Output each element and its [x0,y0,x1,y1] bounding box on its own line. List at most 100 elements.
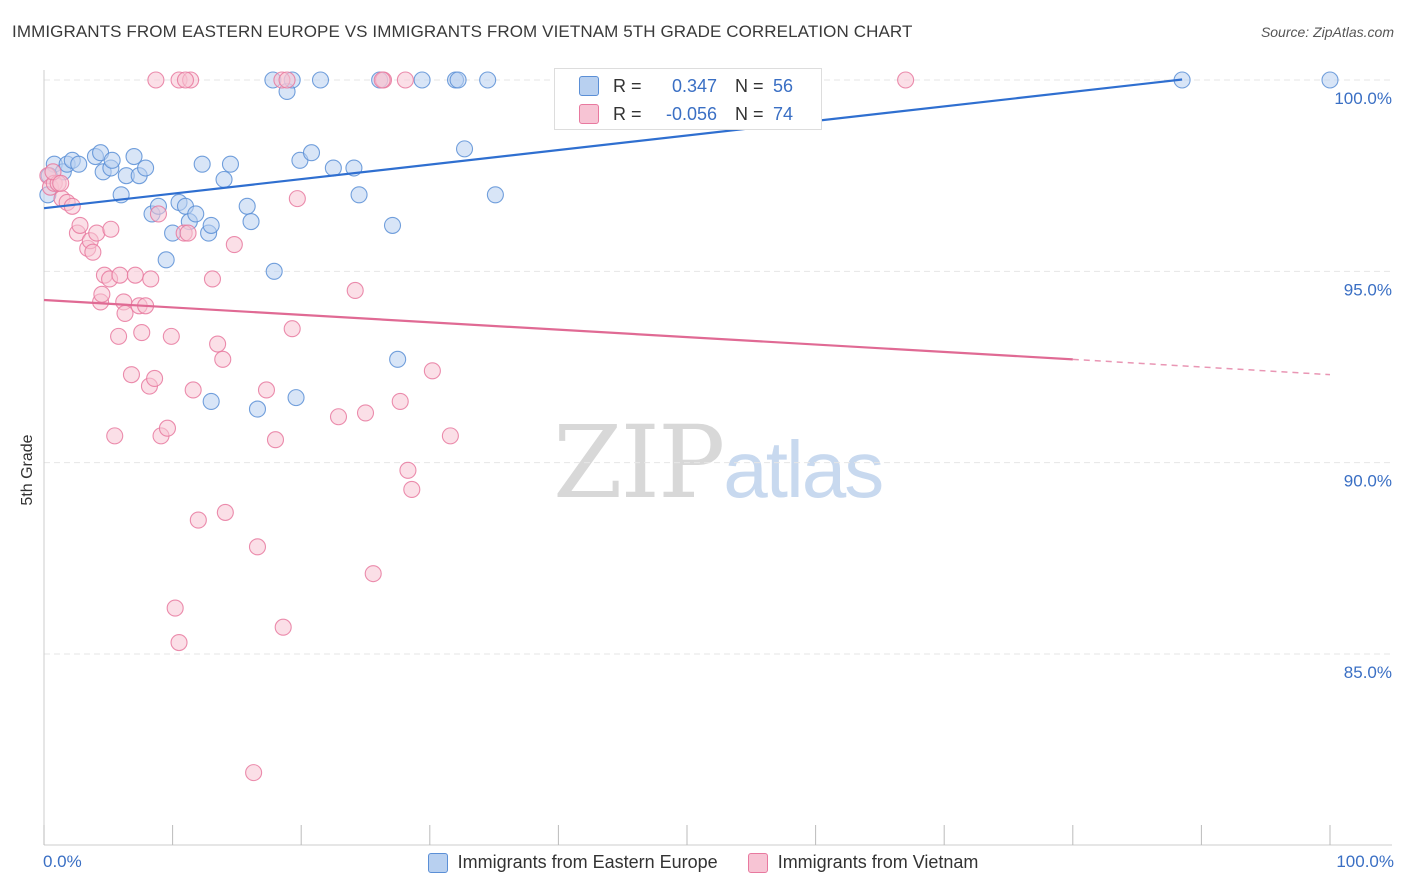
data-point-vietnam [133,324,151,342]
data-point-eastern-europe [202,216,220,234]
data-point-eastern-europe [265,262,283,280]
data-point-vietnam [257,381,276,399]
data-point-vietnam [146,369,164,388]
y-tick-label: 95.0% [1344,280,1392,299]
legend-swatch-blue [427,852,448,873]
data-point-vietnam [102,220,120,238]
y-tick-label: 100.0% [1334,89,1392,108]
data-point-eastern-europe [193,155,211,173]
data-point-eastern-europe [125,147,143,166]
stats-r-value: -0.056 [665,103,717,124]
data-point-vietnam [52,174,70,192]
stats-r-label: R = [613,103,642,124]
data-point-eastern-europe [350,186,368,204]
data-point-eastern-europe [479,71,497,89]
data-point-vietnam [274,618,292,636]
x-tick-label-max: 100.0% [1336,852,1394,871]
data-point-eastern-europe [486,186,504,204]
y-axis-label: 5th Grade [19,434,36,506]
source-label: Source: ZipAtlas.com [1260,24,1394,40]
stats-n-value: 74 [773,103,794,124]
data-point-vietnam [116,304,134,322]
x-tick-label-min: 0.0% [43,852,82,871]
data-point-eastern-europe [383,216,402,234]
data-point-eastern-europe [221,155,240,173]
data-point-eastern-europe [287,389,305,407]
y-tick-label: 90.0% [1344,472,1392,491]
data-point-vietnam [248,538,267,556]
data-point-eastern-europe [238,197,256,215]
trend-line-eastern-europe [43,78,1183,210]
chart-title: IMMIGRANTS FROM EASTERN EUROPE VS IMMIGR… [12,22,913,41]
data-point-eastern-europe [187,205,205,223]
data-point-vietnam [329,408,348,426]
data-point-vietnam [106,427,124,445]
data-point-eastern-europe [248,400,267,418]
data-point-eastern-europe [202,392,220,410]
stats-r-label: R = [613,75,642,96]
data-point-vietnam [391,392,409,410]
data-point-eastern-europe [215,170,233,189]
data-point-vietnam [179,224,197,242]
data-point-vietnam [396,71,414,89]
data-point-eastern-europe [389,350,407,368]
watermark-atlas: atlas [723,425,884,514]
data-point-vietnam [897,71,915,89]
data-point-vietnam [170,633,188,652]
data-point-vietnam [189,511,207,529]
data-point-vietnam [245,764,263,782]
stats-swatch-pink [579,104,599,124]
data-point-eastern-europe [455,140,474,158]
legend-item-eastern-europe: Immigrants from Eastern Europe [427,852,718,873]
trend-line-vietnam-extension [1072,358,1331,376]
data-point-vietnam [423,362,441,380]
stats-r-value: 0.347 [671,75,717,96]
data-point-vietnam [142,270,160,288]
legend-label: Immigrants from Vietnam [777,852,979,872]
legend: Immigrants from Eastern Europe Immigrant… [0,852,1406,873]
data-point-vietnam [214,350,232,368]
data-point-vietnam [225,235,243,254]
data-point-vietnam [346,281,364,300]
data-point-eastern-europe [413,71,431,89]
data-point-vietnam [162,327,180,345]
data-point-eastern-europe [311,71,330,89]
trend-line-vietnam [43,298,1073,361]
data-point-vietnam [209,335,227,353]
data-point-vietnam [373,71,391,89]
data-point-vietnam [283,320,301,338]
data-point-eastern-europe [137,159,155,177]
stats-box: R = 0.347 N = 56 R = -0.056 N = 74 [554,68,822,130]
data-point-vietnam [288,190,306,208]
data-point-vietnam [364,565,382,583]
data-point-vietnam [203,270,222,288]
stats-n-label: N = [735,103,764,124]
stats-swatch-blue [579,76,599,96]
data-point-vietnam [84,243,102,261]
data-point-vietnam [126,266,144,284]
data-point-vietnam [158,419,177,437]
data-point-eastern-europe [1321,71,1339,89]
data-point-vietnam [147,71,165,89]
data-point-vietnam [356,404,375,422]
stats-n-value: 56 [773,75,794,96]
data-point-vietnam [278,71,296,89]
data-point-vietnam [166,599,184,617]
data-point-vietnam [88,224,106,242]
data-point-vietnam [71,216,89,234]
data-point-vietnam [184,381,202,399]
data-point-eastern-europe [449,71,467,89]
data-point-eastern-europe [242,213,260,231]
data-point-eastern-europe [70,155,88,173]
data-point-vietnam [216,503,234,521]
legend-swatch-pink [747,852,768,873]
stats-n-label: N = [735,75,764,96]
data-point-vietnam [266,431,285,449]
data-point-vietnam [149,205,168,223]
watermark: ZIPatlas [553,404,884,521]
data-point-vietnam [122,366,140,384]
data-point-vietnam [403,480,421,499]
y-tick-label: 85.0% [1344,663,1392,682]
data-point-eastern-europe [157,251,175,269]
